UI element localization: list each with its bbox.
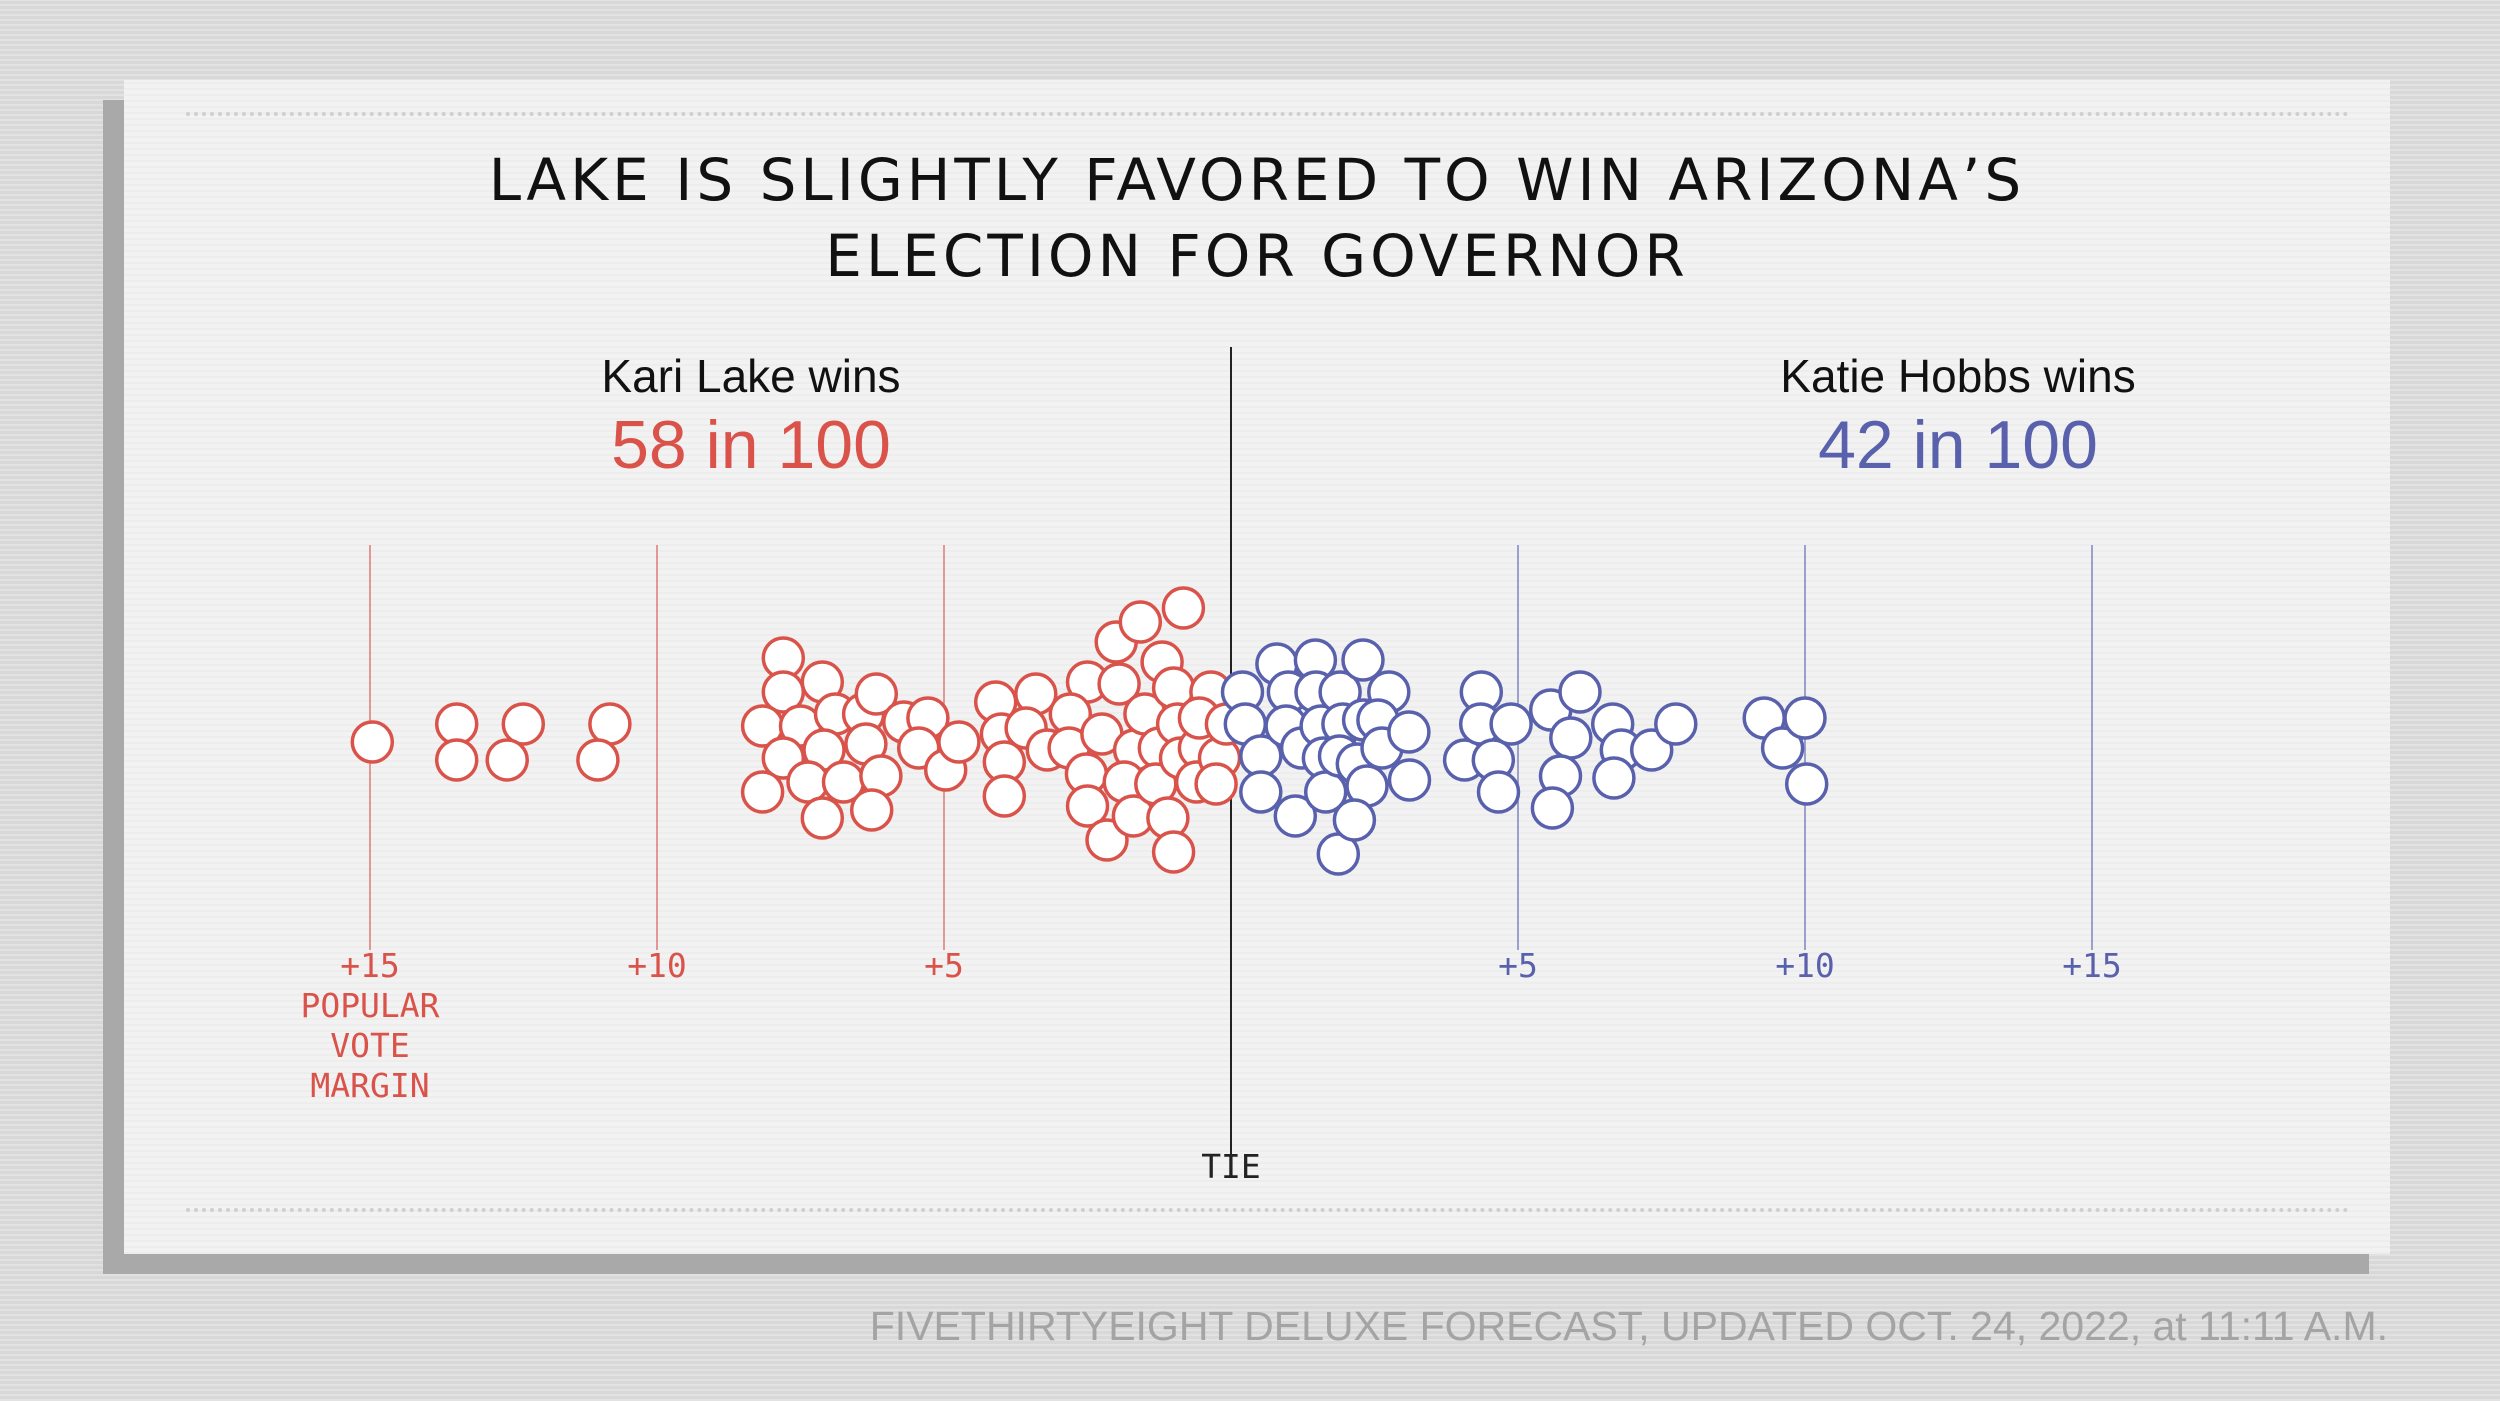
hobbs-dot-26 xyxy=(1387,710,1431,754)
tick-label-4: +10 xyxy=(1775,946,1835,985)
hobbs-dot-36 xyxy=(1549,716,1593,760)
tick-label-0: +15 xyxy=(340,946,400,985)
lake-dot-1 xyxy=(434,702,479,746)
bottom-dotted-rule xyxy=(186,1208,2350,1212)
lake-summary: Kari Lake wins 58 in 100 xyxy=(401,348,1101,486)
hobbs-summary: Katie Hobbs wins 42 in 100 xyxy=(1608,348,2308,486)
tick-label-1: +10 xyxy=(627,946,687,985)
lake-dot-40 xyxy=(1065,784,1110,828)
hobbs-dot-27 xyxy=(1387,758,1432,802)
lake-dot-65 xyxy=(1194,762,1238,806)
hobbs-dot-43 xyxy=(1654,702,1698,746)
chart-card: LAKE IS SLIGHTLY FAVORED TO WIN ARIZONA’… xyxy=(124,80,2390,1254)
lake-dot-0 xyxy=(350,720,395,764)
axis-label-line-1: VOTE xyxy=(330,1026,409,1065)
hobbs-dot-32 xyxy=(1476,770,1521,814)
lake-dot-3 xyxy=(501,702,546,746)
axis-label-line-0: POPULAR xyxy=(300,986,439,1025)
tick-label-3: +5 xyxy=(1498,946,1538,985)
lake-dot-47 xyxy=(1097,662,1141,706)
lake-dot-4 xyxy=(485,738,529,782)
lake-dot-17 xyxy=(800,796,845,840)
lake-odds: 58 in 100 xyxy=(611,407,891,483)
footer-source: FIVETHIRTYEIGHT DELUXE FORECAST, UPDATED… xyxy=(869,1303,2388,1349)
hobbs-dot-35 xyxy=(1558,670,1602,714)
top-dotted-rule xyxy=(186,112,2350,116)
tick-label-2: +5 xyxy=(924,946,964,985)
hobbs-dot-3 xyxy=(1239,770,1283,814)
hobbs-dot-8 xyxy=(1273,794,1318,838)
lake-dot-12 xyxy=(740,770,785,814)
lake-dot-2 xyxy=(434,738,479,782)
axis-label-line-2: MARGIN xyxy=(310,1066,429,1105)
hobbs-name: Katie Hobbs wins xyxy=(1780,350,2136,402)
tie-label: TIE xyxy=(1201,1147,1261,1186)
hobbs-dot-33 xyxy=(1489,702,1533,746)
lake-dot-28 xyxy=(937,720,981,764)
hobbs-dot-18 xyxy=(1341,638,1385,682)
tick-label-5: +15 xyxy=(2062,946,2122,985)
lake-dot-32 xyxy=(982,774,1027,818)
lake-dot-20 xyxy=(854,672,899,716)
hobbs-odds: 42 in 100 xyxy=(1818,407,2098,483)
hobbs-dot-45 xyxy=(1760,726,1805,770)
lake-dot-23 xyxy=(849,788,894,832)
lake-name: Kari Lake wins xyxy=(601,350,901,402)
hobbs-dot-47 xyxy=(1784,762,1829,806)
chart-title: LAKE IS SLIGHTLY FAVORED TO WIN ARIZONA’… xyxy=(124,142,2390,294)
hobbs-dot-46 xyxy=(1783,696,1827,740)
lake-dot-58 xyxy=(1151,830,1196,874)
chart-title-line-1: LAKE IS SLIGHTLY FAVORED TO WIN ARIZONA’… xyxy=(488,146,2026,214)
hobbs-dot-41 xyxy=(1592,756,1636,800)
lake-dot-6 xyxy=(576,738,620,782)
lake-dot-54 xyxy=(1161,586,1206,630)
lake-dot-50 xyxy=(1118,600,1163,644)
hobbs-dot-38 xyxy=(1530,786,1575,830)
hobbs-dot-22 xyxy=(1332,798,1377,842)
lake-dot-5 xyxy=(588,702,632,746)
chart-title-line-2: ELECTION FOR GOVERNOR xyxy=(825,222,1689,290)
